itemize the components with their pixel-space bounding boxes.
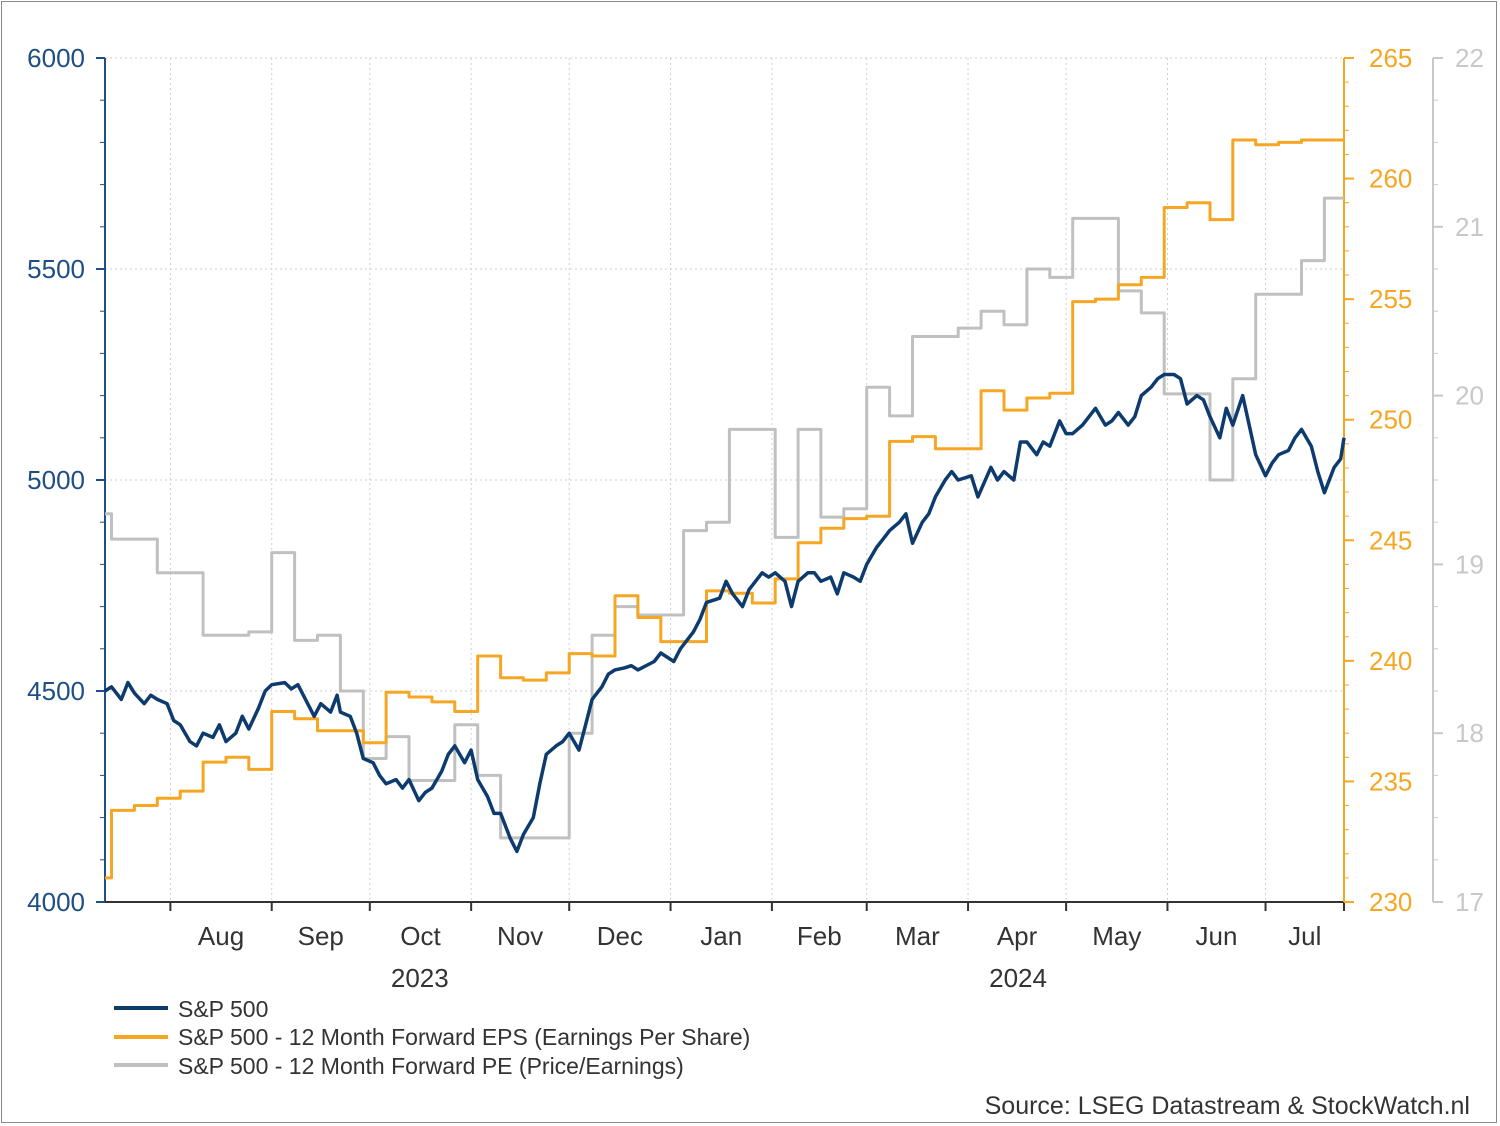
x-month-label: Jan	[700, 921, 742, 951]
x-month-label: May	[1092, 921, 1141, 951]
x-month-label: Jun	[1196, 921, 1238, 951]
gridlines	[105, 57, 1344, 902]
x-month-label: Oct	[400, 921, 441, 951]
x-month-label: Mar	[895, 921, 940, 951]
x-month-label: Aug	[198, 921, 244, 951]
left-axis-tick-label: 4500	[27, 676, 85, 706]
x-month-label: Nov	[497, 921, 543, 951]
series-line-sp500	[104, 372, 1346, 854]
axes: 4000 4500 5000 5500 6000 230 235 240 245 250 255 26…	[27, 43, 1484, 917]
left-axis-tick-label: 4000	[27, 887, 85, 917]
x-axis-labels: Aug Sep Oct Nov Dec Jan Feb Mar Apr May Jun Jul 2023…	[198, 921, 1321, 993]
legend-label-sp500: S&P 500	[178, 996, 268, 1022]
legend: S&P 500 S&P 500 - 12 Month Forward EPS (…	[114, 996, 750, 1079]
right-axis-tick-label: 18	[1455, 718, 1484, 748]
x-month-label: Jul	[1288, 921, 1321, 951]
left-axis-tick-label: 5000	[27, 465, 85, 495]
mid-axis-tick-label: 230	[1369, 887, 1412, 917]
source-note: Source: LSEG Datastream & StockWatch.nl	[985, 1092, 1470, 1120]
right-axis-tick-label: 21	[1455, 212, 1484, 242]
x-month-label: Feb	[797, 921, 842, 951]
x-month-label: Dec	[597, 921, 643, 951]
series-line-eps	[105, 138, 1344, 880]
x-month-label: Apr	[997, 921, 1038, 951]
mid-axis-tick-label: 240	[1369, 646, 1412, 676]
left-axis-tick-label: 5500	[27, 254, 85, 284]
x-year-label: 2023	[391, 963, 449, 993]
series-lines	[104, 138, 1346, 880]
x-year-label: 2024	[989, 963, 1047, 993]
mid-axis-tick-label: 265	[1369, 43, 1412, 73]
mid-axis-tick-label: 235	[1369, 766, 1412, 796]
mid-axis-tick-label: 245	[1369, 525, 1412, 555]
mid-axis-tick-label: 260	[1369, 164, 1412, 194]
legend-label-pe: S&P 500 - 12 Month Forward PE (Price/Ear…	[178, 1053, 684, 1079]
legend-label-eps: S&P 500 - 12 Month Forward EPS (Earnings…	[178, 1024, 750, 1050]
mid-axis-tick-label: 255	[1369, 284, 1412, 314]
right-axis-tick-label: 20	[1455, 381, 1484, 411]
right-axis-tick-label: 17	[1455, 887, 1484, 917]
right-axis-tick-label: 19	[1455, 549, 1484, 579]
x-month-label: Sep	[298, 921, 344, 951]
series-line-pe	[105, 196, 1344, 840]
mid-axis-tick-label: 250	[1369, 405, 1412, 435]
left-axis-tick-label: 6000	[27, 43, 85, 73]
right-axis-tick-label: 22	[1455, 43, 1484, 73]
